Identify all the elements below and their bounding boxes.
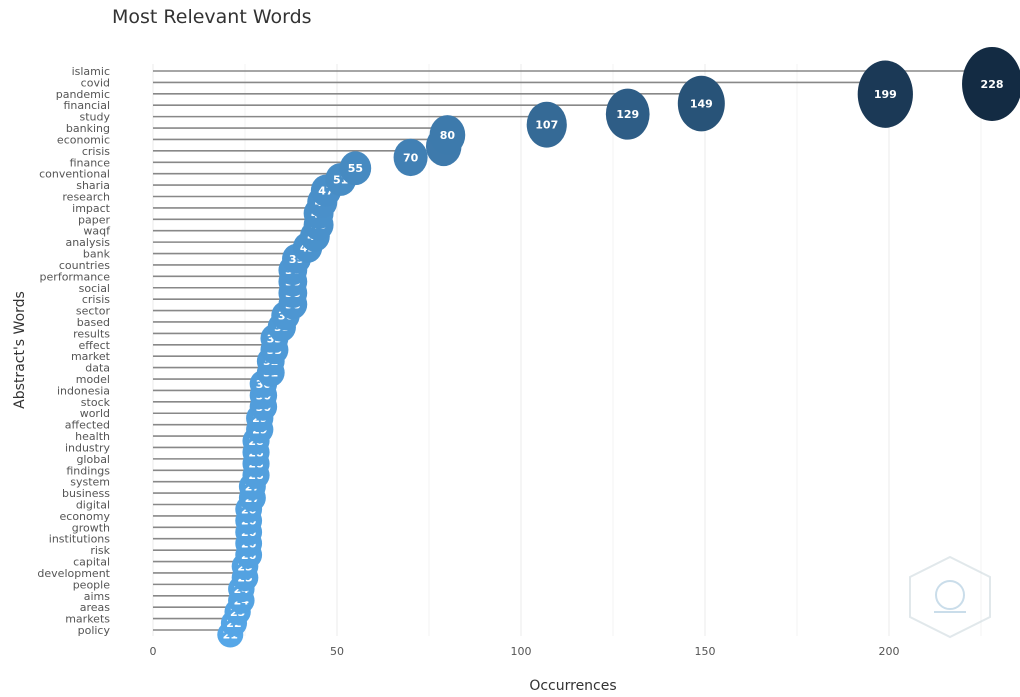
lollipop-dot — [393, 138, 428, 177]
x-tick-label: 0 — [150, 645, 157, 658]
word-label: crisis — [82, 293, 110, 306]
x-tick-label: 150 — [695, 645, 716, 658]
y-axis-label: Abstract's Words — [12, 291, 28, 409]
word-label: institutions — [49, 533, 110, 546]
word-label: research — [62, 190, 110, 203]
word-label: sector — [76, 305, 111, 318]
dot-value-label: 70 — [403, 151, 419, 164]
word-label: business — [62, 487, 110, 500]
watermark-logo — [909, 555, 991, 639]
lollipop-dot — [339, 151, 372, 186]
lollipop-dots: 2122232424252526262626262727282828282929… — [217, 46, 1020, 648]
word-label: economy — [60, 510, 111, 523]
x-tick-label: 50 — [330, 645, 344, 658]
word-label: markets — [65, 613, 110, 626]
word-label: bank — [83, 248, 111, 261]
dot-value-label: 107 — [535, 119, 558, 132]
word-labels: islamiccovidpandemicfinancialstudybankin… — [37, 65, 111, 637]
word-label: sharia — [76, 179, 110, 192]
word-label: model — [76, 373, 110, 386]
dot-value-label: 199 — [874, 88, 897, 101]
word-label: risk — [90, 544, 110, 557]
word-label: pandemic — [56, 88, 110, 101]
word-label: areas — [80, 601, 111, 614]
word-label: crisis — [82, 145, 110, 158]
word-label: aims — [84, 590, 111, 603]
word-label: results — [73, 327, 110, 340]
word-label: economic — [57, 133, 110, 146]
word-label: world — [80, 407, 110, 420]
word-label: stock — [81, 396, 111, 409]
word-label: growth — [72, 521, 110, 534]
word-label: industry — [65, 441, 111, 454]
word-label: financial — [63, 99, 110, 112]
word-label: health — [75, 430, 110, 443]
dot-value-label: 149 — [690, 98, 713, 111]
chart-title: Most Relevant Words — [112, 6, 312, 28]
word-label: impact — [72, 202, 111, 215]
word-label: data — [85, 362, 110, 375]
word-label: global — [76, 453, 110, 466]
word-label: development — [37, 567, 110, 580]
lollipop-dot — [429, 115, 466, 155]
word-label: performance — [40, 270, 111, 283]
word-label: study — [79, 111, 110, 124]
lollipop-dot — [605, 88, 650, 140]
lollipop-dot — [526, 101, 567, 148]
x-axis-label: Occurrences — [529, 678, 616, 694]
word-label: capital — [73, 556, 110, 569]
lollipop-dot — [677, 75, 725, 132]
dot-value-label: 80 — [440, 129, 456, 142]
grid-lines — [152, 64, 982, 636]
word-label: banking — [66, 122, 110, 135]
word-label: conventional — [39, 168, 110, 181]
word-label: effect — [79, 339, 111, 352]
x-tick-labels: 0 50 100 150 200 — [150, 645, 900, 658]
word-label: digital — [76, 499, 110, 512]
lollipop-stems — [153, 70, 993, 631]
lollipop-dot — [857, 60, 913, 128]
word-label: system — [70, 476, 110, 489]
word-label: covid — [81, 76, 110, 89]
word-label: waqf — [83, 225, 111, 238]
x-tick-label: 100 — [511, 645, 532, 658]
word-label: findings — [66, 464, 110, 477]
dot-value-label: 55 — [348, 162, 363, 175]
word-label: indonesia — [57, 384, 110, 397]
word-label: paper — [78, 213, 110, 226]
word-label: affected — [65, 419, 110, 432]
word-label: policy — [78, 624, 111, 637]
word-label: countries — [59, 259, 110, 272]
word-label: people — [73, 578, 111, 591]
word-label: based — [77, 316, 110, 329]
word-label: finance — [70, 156, 111, 169]
word-label: analysis — [65, 236, 110, 249]
x-tick-label: 200 — [879, 645, 900, 658]
word-label: islamic — [72, 65, 110, 78]
word-label: social — [79, 282, 110, 295]
dot-value-label: 129 — [616, 108, 639, 121]
dot-value-label: 228 — [981, 78, 1004, 91]
lollipop-dot — [962, 46, 1020, 121]
word-label: market — [71, 350, 111, 363]
